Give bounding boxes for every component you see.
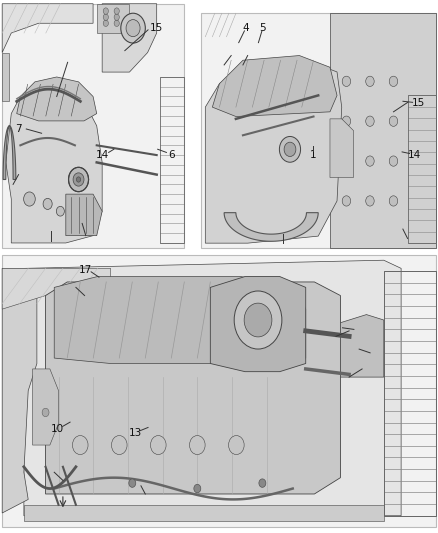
Circle shape — [76, 177, 81, 182]
Polygon shape — [2, 269, 110, 309]
Text: 4: 4 — [242, 23, 249, 33]
Circle shape — [68, 167, 88, 192]
Circle shape — [114, 20, 119, 27]
Polygon shape — [2, 269, 37, 513]
Circle shape — [259, 479, 266, 487]
Text: 15: 15 — [150, 23, 163, 33]
Polygon shape — [24, 505, 384, 521]
Circle shape — [229, 435, 244, 455]
Polygon shape — [97, 4, 130, 33]
Circle shape — [42, 408, 49, 417]
Polygon shape — [330, 13, 436, 248]
Circle shape — [151, 435, 166, 455]
Circle shape — [72, 435, 88, 455]
Text: 15: 15 — [412, 99, 425, 108]
Text: 6: 6 — [168, 150, 175, 159]
Circle shape — [244, 303, 272, 337]
Circle shape — [126, 20, 140, 37]
Circle shape — [366, 116, 374, 126]
Polygon shape — [66, 194, 102, 236]
Polygon shape — [17, 77, 97, 121]
Polygon shape — [330, 119, 353, 177]
Text: 5: 5 — [259, 23, 266, 33]
Circle shape — [284, 142, 296, 157]
Text: 13: 13 — [129, 428, 142, 438]
Circle shape — [103, 8, 109, 14]
Polygon shape — [205, 60, 342, 243]
Circle shape — [389, 116, 398, 126]
Polygon shape — [24, 260, 401, 516]
Circle shape — [121, 13, 145, 43]
Text: 14: 14 — [408, 150, 421, 159]
Circle shape — [114, 14, 119, 20]
Polygon shape — [340, 314, 384, 377]
Circle shape — [24, 192, 35, 206]
Circle shape — [103, 14, 109, 20]
Text: 15: 15 — [353, 326, 367, 335]
Circle shape — [43, 198, 52, 209]
Circle shape — [129, 479, 136, 487]
Text: 17: 17 — [79, 265, 92, 274]
Circle shape — [279, 136, 300, 162]
Polygon shape — [6, 89, 102, 243]
Polygon shape — [32, 369, 59, 445]
Circle shape — [342, 116, 351, 126]
Circle shape — [366, 196, 374, 206]
Circle shape — [342, 76, 351, 86]
Polygon shape — [102, 4, 157, 72]
Circle shape — [366, 76, 374, 86]
Bar — [384, 271, 436, 516]
Bar — [408, 95, 436, 243]
Polygon shape — [2, 4, 93, 53]
Text: 7: 7 — [15, 124, 22, 134]
Circle shape — [366, 156, 374, 166]
Polygon shape — [2, 255, 436, 527]
Circle shape — [389, 196, 398, 206]
Polygon shape — [2, 53, 10, 101]
Text: 14: 14 — [96, 150, 110, 159]
Polygon shape — [224, 213, 318, 241]
Polygon shape — [46, 282, 340, 494]
Circle shape — [342, 156, 351, 166]
Polygon shape — [212, 55, 337, 117]
Circle shape — [194, 484, 201, 493]
Circle shape — [111, 435, 127, 455]
Polygon shape — [54, 277, 306, 364]
Bar — [160, 77, 184, 243]
Circle shape — [103, 20, 109, 27]
Polygon shape — [2, 4, 184, 248]
Polygon shape — [3, 126, 16, 180]
Circle shape — [57, 206, 64, 216]
Circle shape — [73, 173, 84, 186]
Circle shape — [389, 76, 398, 86]
Text: 10: 10 — [50, 424, 64, 433]
Circle shape — [234, 291, 282, 349]
Polygon shape — [201, 13, 436, 248]
Polygon shape — [210, 277, 306, 372]
Text: 1: 1 — [309, 150, 316, 159]
Circle shape — [190, 435, 205, 455]
Circle shape — [389, 156, 398, 166]
Circle shape — [114, 8, 119, 14]
Circle shape — [342, 196, 351, 206]
Text: 14: 14 — [369, 349, 382, 359]
